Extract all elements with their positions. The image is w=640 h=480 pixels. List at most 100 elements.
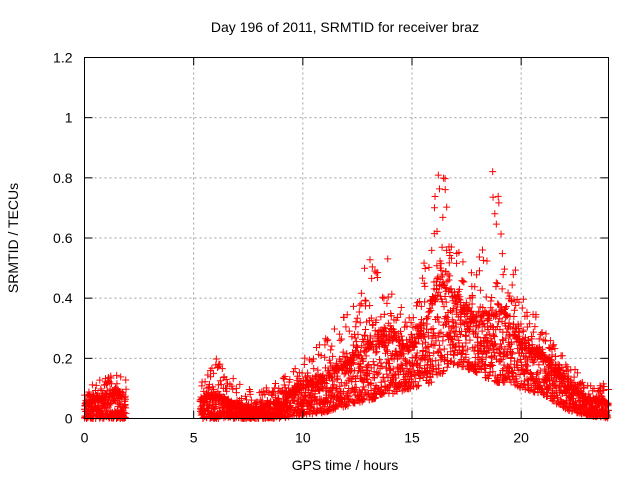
data-point	[119, 388, 127, 396]
data-point	[355, 308, 363, 316]
data-point	[510, 306, 518, 314]
y-tick-label: 0.8	[53, 170, 73, 186]
data-point	[485, 371, 493, 379]
data-point	[504, 289, 512, 297]
data-point	[294, 385, 302, 393]
data-point	[542, 330, 550, 338]
data-point	[122, 376, 130, 384]
data-point	[258, 397, 266, 405]
data-point	[502, 374, 510, 382]
data-point	[580, 383, 588, 391]
data-point	[435, 288, 443, 296]
data-point	[433, 262, 441, 270]
data-point	[438, 243, 446, 251]
data-point	[452, 319, 460, 327]
data-point	[372, 349, 380, 357]
y-tick-label: 1.2	[53, 50, 73, 66]
data-point	[329, 352, 337, 360]
data-point	[502, 334, 510, 342]
data-point	[380, 324, 388, 332]
data-point	[430, 349, 438, 357]
data-point	[453, 333, 461, 341]
data-point	[339, 388, 347, 396]
data-point	[342, 323, 350, 331]
data-point	[387, 312, 395, 320]
data-point	[446, 272, 454, 280]
data-point	[383, 346, 391, 354]
data-point	[432, 357, 440, 365]
data-point	[411, 378, 419, 386]
data-point	[467, 269, 475, 277]
data-point	[464, 345, 472, 353]
data-point	[475, 253, 483, 261]
data-point	[524, 362, 532, 370]
data-point	[574, 369, 582, 377]
data-point	[399, 350, 407, 358]
data-point	[372, 316, 380, 324]
data-point	[502, 304, 510, 312]
data-point	[494, 192, 502, 200]
data-point	[301, 354, 309, 362]
data-point	[324, 336, 332, 344]
data-point	[216, 377, 224, 385]
data-point	[317, 352, 325, 360]
data-point	[262, 384, 270, 392]
data-point	[361, 389, 369, 397]
data-point	[416, 362, 424, 370]
data-point	[106, 378, 114, 386]
data-point	[546, 337, 554, 345]
data-point	[498, 250, 506, 258]
data-point	[421, 298, 429, 306]
data-point	[364, 362, 372, 370]
data-point	[323, 337, 331, 345]
data-point	[359, 396, 367, 404]
data-point	[498, 355, 506, 363]
data-point	[600, 382, 608, 390]
data-point	[357, 300, 365, 308]
data-point	[434, 171, 442, 179]
data-point	[270, 387, 278, 395]
data-point	[342, 379, 350, 387]
data-point	[413, 383, 421, 391]
data-point	[377, 359, 385, 367]
data-point	[437, 328, 445, 336]
data-point	[462, 332, 470, 340]
data-point	[347, 368, 355, 376]
data-point	[499, 336, 507, 344]
data-point	[489, 368, 497, 376]
data-point	[122, 385, 130, 393]
data-point	[472, 330, 480, 338]
data-point	[271, 384, 279, 392]
data-point	[476, 321, 484, 329]
data-point	[441, 292, 449, 300]
data-point	[378, 362, 386, 370]
data-point	[552, 352, 560, 360]
data-point	[363, 375, 371, 383]
data-point	[354, 343, 362, 351]
data-point	[495, 199, 503, 207]
data-point	[497, 340, 505, 348]
data-point	[360, 395, 368, 403]
data-point	[447, 243, 455, 251]
data-point	[421, 282, 429, 290]
data-point	[409, 314, 417, 322]
data-point	[417, 302, 425, 310]
data-point	[449, 351, 457, 359]
data-point	[420, 333, 428, 341]
data-point	[470, 316, 478, 324]
data-point	[398, 387, 406, 395]
data-point	[428, 246, 436, 254]
data-point	[515, 324, 523, 332]
data-point	[483, 331, 491, 339]
data-point	[496, 371, 504, 379]
data-point	[362, 297, 370, 305]
data-point	[384, 255, 392, 263]
data-point	[454, 360, 462, 368]
data-point	[441, 284, 449, 292]
data-point	[482, 365, 490, 373]
data-point	[462, 350, 470, 358]
data-point	[366, 256, 374, 264]
y-tick-label: 0.4	[53, 290, 73, 306]
data-point	[329, 384, 337, 392]
data-point	[377, 313, 385, 321]
